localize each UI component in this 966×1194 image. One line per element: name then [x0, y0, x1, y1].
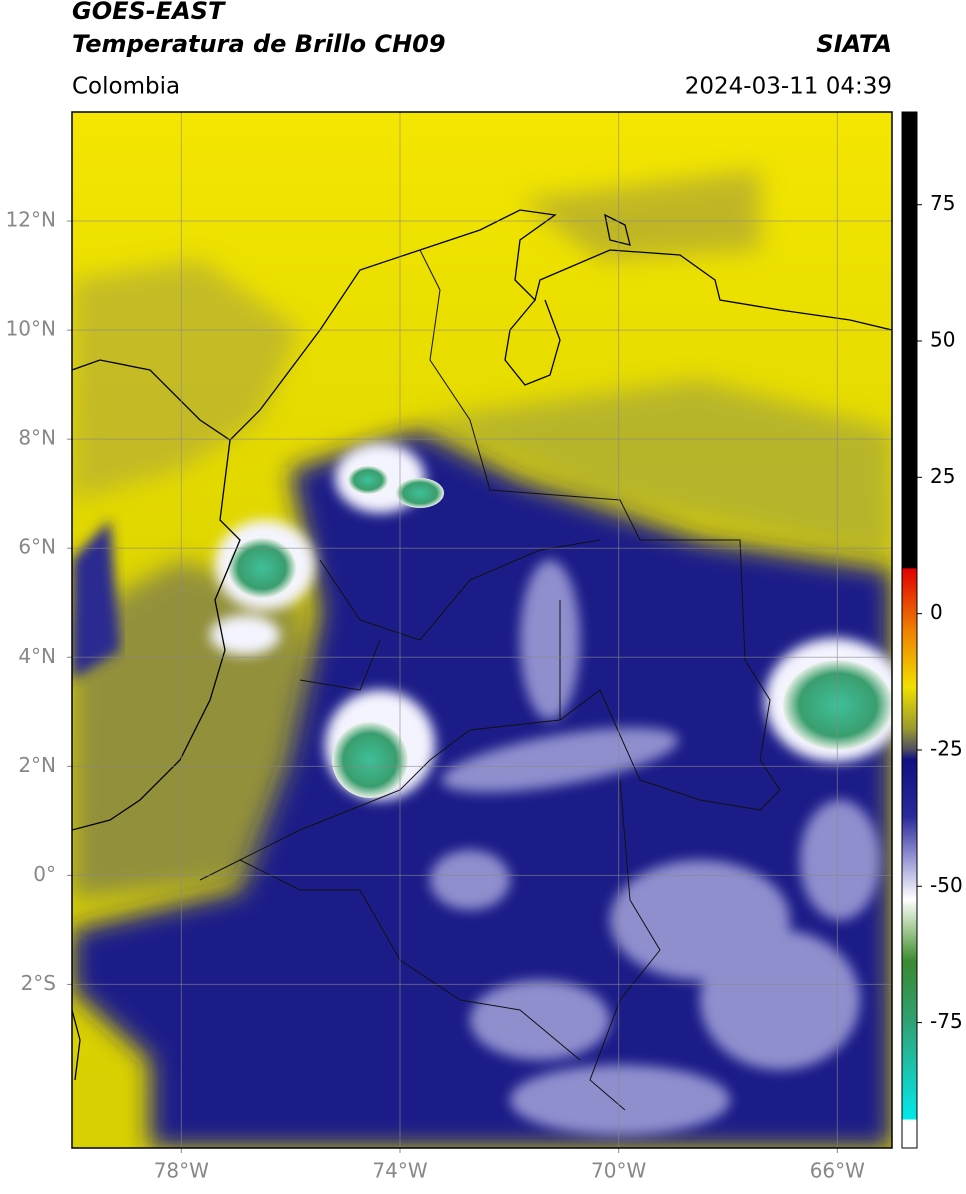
- lat-tick-label: 10°N: [6, 317, 56, 341]
- lat-tick-label: 12°N: [6, 208, 56, 232]
- colorbar-tick-label: 25: [930, 464, 955, 488]
- source: SIATA: [816, 30, 892, 58]
- colorbar-tick-label: -75: [930, 1009, 963, 1033]
- region: Colombia: [72, 74, 180, 100]
- lat-tick-label: 4°N: [18, 644, 56, 668]
- colorbar-tick-label: -25: [930, 736, 963, 760]
- colorbar-tick-label: 0: [930, 600, 943, 624]
- map-image: [72, 112, 892, 1148]
- datetime: 2024-03-11 04:39: [685, 74, 892, 100]
- subtitle: Temperatura de Brillo CH09: [72, 30, 446, 58]
- title: GOES-EAST: [72, 0, 226, 25]
- borders: [199, 249, 781, 1111]
- lat-tick-label: 8°N: [18, 426, 56, 450]
- map-frame: [71, 111, 893, 1149]
- graticule: [67, 112, 892, 1153]
- lon-tick-label: 66°W: [810, 1159, 865, 1183]
- colorbar: [901, 111, 918, 1149]
- lat-tick-label: 2°S: [21, 971, 56, 995]
- lat-tick-label: 0°: [33, 862, 56, 886]
- lat-tick-label: 2°N: [18, 753, 56, 777]
- colorbar-tick-label: 50: [930, 328, 955, 352]
- lat-tick-label: 6°N: [18, 535, 56, 559]
- lon-tick-label: 74°W: [372, 1159, 427, 1183]
- lon-tick-label: 70°W: [591, 1159, 646, 1183]
- colorbar-tick-label: 75: [930, 191, 955, 215]
- colorbar-tick-label: -50: [930, 873, 963, 897]
- lon-tick-label: 78°W: [154, 1159, 209, 1183]
